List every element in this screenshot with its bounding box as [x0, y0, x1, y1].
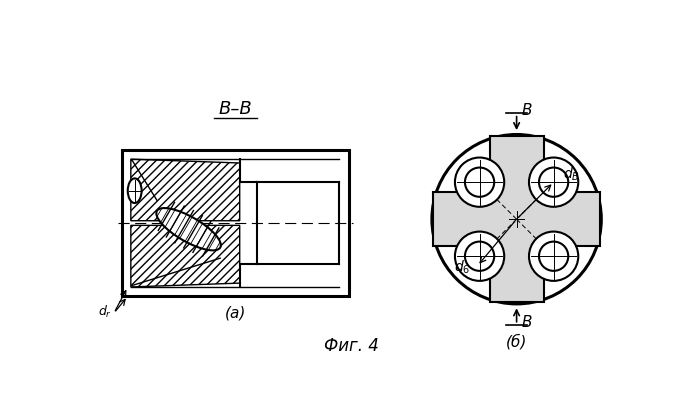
Polygon shape [131, 225, 239, 287]
Text: (б): (б) [506, 334, 527, 349]
Ellipse shape [156, 208, 220, 250]
Text: $d_r$: $d_r$ [98, 304, 111, 320]
Text: В–В: В–В [218, 100, 252, 117]
Polygon shape [131, 159, 239, 221]
Circle shape [529, 158, 578, 207]
Text: $d_B$: $d_B$ [563, 166, 580, 183]
Circle shape [539, 242, 568, 271]
Polygon shape [433, 136, 600, 303]
Text: $B$: $B$ [522, 102, 533, 118]
Ellipse shape [127, 178, 141, 203]
Circle shape [465, 168, 494, 197]
Circle shape [529, 232, 578, 281]
Text: Фиг. 4: Фиг. 4 [323, 337, 379, 356]
Bar [122, 150, 349, 296]
Text: $B$: $B$ [522, 314, 533, 330]
Text: $d_6$: $d_6$ [454, 259, 470, 276]
Circle shape [465, 242, 494, 271]
Circle shape [455, 232, 504, 281]
Circle shape [539, 168, 568, 197]
Circle shape [432, 134, 601, 304]
Circle shape [455, 158, 504, 207]
Text: (а): (а) [225, 306, 246, 321]
